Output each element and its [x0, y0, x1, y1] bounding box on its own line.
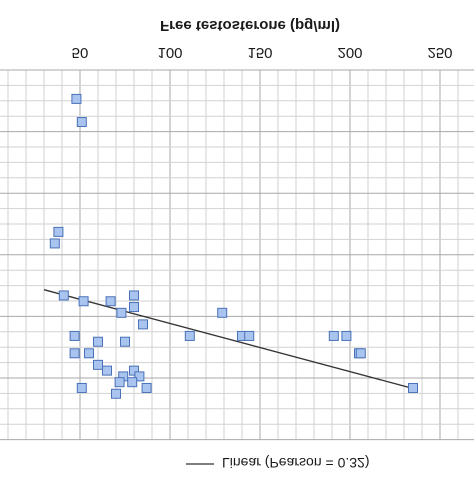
data-point — [244, 330, 255, 341]
data-point — [127, 377, 138, 388]
data-point — [78, 296, 89, 307]
x-tick-label: 200 — [337, 44, 362, 61]
legend-label: Linear (Pearson = 0.32) — [222, 455, 369, 471]
legend: Linear (Pearson = 0.32) — [186, 455, 369, 471]
data-point — [93, 359, 103, 370]
data-point — [49, 238, 60, 249]
trend-line-group — [43, 289, 412, 389]
data-point — [111, 388, 121, 399]
x-tick-label: 250 — [427, 44, 452, 61]
data-point — [355, 348, 366, 359]
data-point — [134, 371, 145, 382]
data-point — [129, 290, 139, 301]
data-point — [120, 336, 130, 347]
data-point — [58, 290, 69, 301]
data-points — [49, 93, 418, 399]
data-point — [328, 330, 339, 341]
data-point — [93, 336, 103, 347]
data-point — [129, 302, 139, 313]
grid — [0, 69, 474, 441]
data-point — [138, 319, 148, 330]
x-axis-title: Free testosterone (pg/ml) — [160, 17, 340, 34]
data-point — [184, 330, 195, 341]
x-tick-label: 150 — [247, 44, 272, 61]
data-point — [116, 307, 127, 318]
data-point — [114, 377, 125, 388]
data-point — [71, 93, 82, 104]
x-tick-labels: 50 100 150 200 250 — [72, 44, 453, 61]
data-point — [341, 330, 352, 341]
data-point — [76, 117, 87, 128]
x-tick-label: 100 — [157, 44, 182, 61]
data-point — [217, 307, 228, 318]
data-point — [76, 382, 87, 393]
x-tick-label: 50 — [72, 44, 89, 61]
data-point — [141, 382, 152, 393]
data-point — [408, 382, 418, 393]
data-point — [69, 348, 80, 359]
data-point — [84, 348, 94, 359]
data-point — [69, 330, 80, 341]
data-point — [102, 365, 112, 376]
data-point — [129, 365, 139, 376]
data-point — [105, 296, 116, 307]
trend-line — [43, 289, 412, 389]
data-point — [53, 226, 64, 237]
